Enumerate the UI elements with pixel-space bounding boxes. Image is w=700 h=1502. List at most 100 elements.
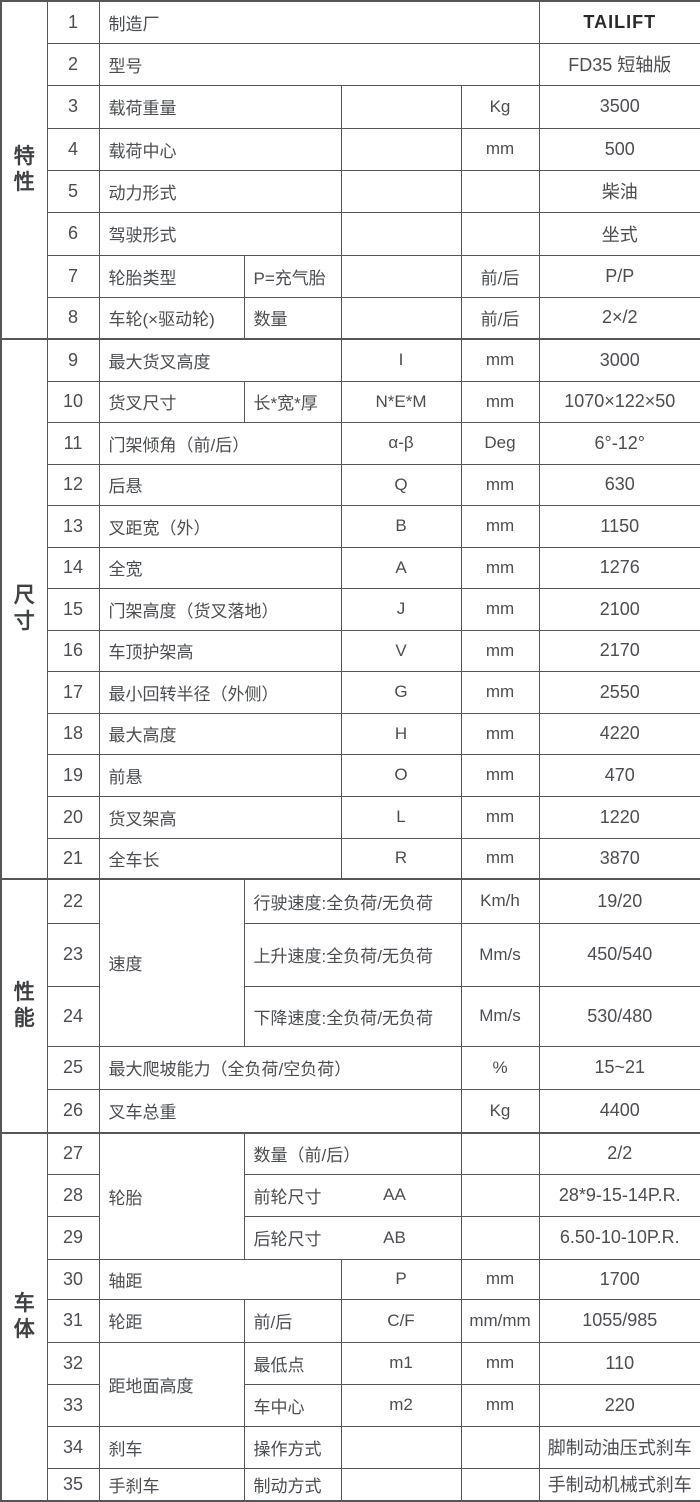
row-value: 1220: [538, 795, 700, 839]
row-number: 19: [46, 753, 100, 797]
row-number: 24: [46, 985, 100, 1047]
row-unit: mm: [460, 587, 540, 631]
row-unit: [460, 1173, 540, 1217]
row-unit: mm: [460, 338, 540, 382]
row-number: 7: [46, 254, 100, 298]
row-sublabel: 车中心: [243, 1383, 342, 1427]
row-unit: mm: [460, 670, 540, 714]
row-number: 8: [46, 296, 100, 340]
row-value: 柴油: [538, 169, 700, 213]
row-number: 25: [46, 1045, 100, 1090]
row-label: 货叉架高: [98, 795, 342, 839]
row-symbol: J: [340, 587, 462, 631]
row-symbol: C/F: [340, 1298, 462, 1343]
row-number: 29: [46, 1215, 100, 1260]
row-sublabel: 长*宽*厚: [243, 380, 342, 423]
row-number: 27: [46, 1132, 100, 1175]
row-label: 型号: [98, 42, 540, 86]
row-label: 刹车: [98, 1425, 245, 1469]
table-row: 17 最小回转半径（外侧） G mm 2550: [1, 670, 700, 714]
row-sublabel: P=充气胎: [243, 254, 342, 298]
table-row: 23 上升速度:全负荷/无负荷 Mm/s 450/540: [1, 922, 700, 987]
group-label: 距地面高度: [98, 1341, 245, 1427]
row-symbol: AA: [383, 1185, 406, 1204]
row-symbol: P: [340, 1258, 462, 1300]
row-value: 2100: [538, 587, 700, 631]
row-value: 1055/985: [538, 1298, 700, 1343]
row-label: 轮胎类型: [98, 254, 245, 298]
row-unit: mm: [460, 380, 540, 423]
row-number: 10: [46, 380, 100, 423]
row-number: 26: [46, 1088, 100, 1134]
row-symbol: [340, 1467, 462, 1502]
row-number: 16: [46, 629, 100, 672]
row-value: 1070×122×50: [538, 380, 700, 423]
table-row: 特性 1 制造厂 TAILIFT: [0, 0, 700, 340]
row-number: 20: [46, 795, 100, 839]
table-row: 32 距地面高度 最低点 m1 mm 110: [1, 1341, 700, 1427]
row-label: 最大爬坡能力（全负荷/空负荷）: [98, 1045, 462, 1090]
row-number: 35: [46, 1467, 100, 1502]
row-label: 全宽: [98, 546, 342, 589]
row-unit: [460, 211, 540, 256]
row-value: 1276: [538, 546, 700, 589]
table-row: 2 型号 FD35 短轴版: [1, 42, 700, 86]
row-symbol: G: [340, 670, 462, 714]
row-label: 最大货叉高度: [98, 338, 342, 382]
row-desc: 上升速度:全负荷/无负荷: [243, 922, 462, 987]
row-label: 轮距: [98, 1298, 245, 1343]
col-section-label: 特性: [0, 0, 48, 340]
row-symbol: R: [340, 837, 462, 880]
row-label: 最小回转半径（外侧）: [98, 670, 342, 714]
row-number: 12: [46, 463, 100, 506]
table-row: 8 车轮(×驱动轮) 数量 前/后 2×/2: [1, 296, 700, 340]
table-row: 7 轮胎类型 P=充气胎 前/后 P/P: [1, 254, 700, 298]
row-unit: %: [460, 1045, 540, 1090]
row-sublabel: 操作方式: [243, 1425, 342, 1469]
row-number: 31: [46, 1298, 100, 1343]
row-number: 18: [46, 712, 100, 755]
table-row: 14 全宽 A mm 1276: [1, 546, 700, 589]
row-symbol: [340, 1425, 462, 1469]
row-label: 载荷中心: [98, 127, 342, 171]
row-desc: 行驶速度:全负荷/无负荷: [243, 878, 462, 924]
row-symbol: A: [340, 546, 462, 589]
table-row: 28 前轮尺寸 AA 28*9-15-14P.R.: [1, 1173, 700, 1217]
row-unit: Mm/s: [460, 985, 540, 1047]
row-label: 手刹车: [98, 1467, 245, 1502]
table-row: 20 货叉架高 L mm 1220: [1, 795, 700, 839]
table-row: 性能 22 速度 行驶速度:全负荷/无负荷 Km/h 19/20: [0, 878, 700, 1134]
row-number: 33: [46, 1383, 100, 1427]
table-row: 35 手刹车 制动方式 手制动机械式刹车: [1, 1467, 700, 1502]
table-row: 31 轮距 前/后 C/F mm/mm 1055/985: [1, 1298, 700, 1343]
row-symbol: B: [340, 504, 462, 548]
row-unit: [460, 1467, 540, 1502]
row-number: 17: [46, 670, 100, 714]
row-unit: mm: [460, 837, 540, 880]
row-label: 全车长: [98, 837, 342, 880]
section-label-text: 特性: [13, 144, 35, 194]
row-number: 15: [46, 587, 100, 631]
row-label: 最大高度: [98, 712, 342, 755]
row-number: 9: [46, 338, 100, 382]
row-label: 动力形式: [98, 169, 342, 213]
row-value: 19/20: [538, 878, 700, 924]
row-label: 前悬: [98, 753, 342, 797]
col-section-label: 性能: [0, 878, 48, 1134]
section-label-text: 性能: [13, 980, 35, 1030]
row-symbol: I: [340, 338, 462, 382]
row-unit: [460, 169, 540, 213]
table-row: 21 全车长 R mm 3870: [1, 837, 700, 880]
row-symbol: [340, 169, 462, 213]
row-desc: 数量（前/后）: [243, 1132, 462, 1175]
row-value: 3870: [538, 837, 700, 880]
row-label: 门架倾角（前/后）: [98, 421, 342, 465]
row-unit: Km/h: [460, 878, 540, 924]
row-value: 450/540: [538, 922, 700, 987]
row-unit: Deg: [460, 421, 540, 465]
row-symbol: V: [340, 629, 462, 672]
row-value: FD35 短轴版: [538, 42, 700, 86]
row-symbol: O: [340, 753, 462, 797]
row-unit: Kg: [460, 84, 540, 129]
